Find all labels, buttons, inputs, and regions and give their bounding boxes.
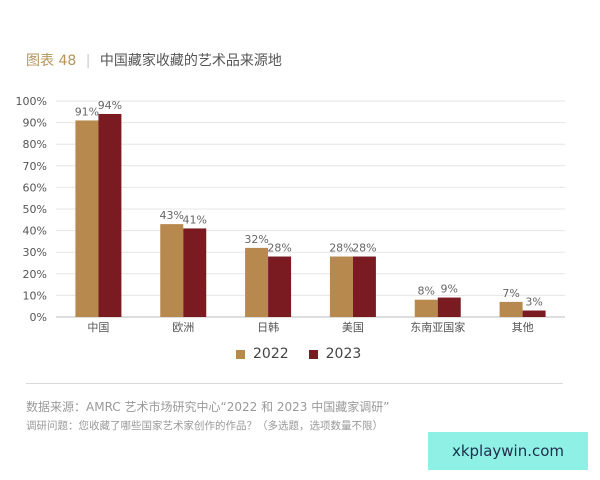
x-tick-label: 其他 (512, 321, 534, 334)
data-label: 28% (267, 242, 291, 255)
bar-2023 (352, 256, 376, 317)
y-tick-label: 70% (23, 160, 47, 173)
bar-2022 (414, 299, 438, 317)
data-label: 91% (75, 105, 99, 118)
data-label: 3% (525, 296, 542, 309)
x-tick-label: 欧洲 (172, 321, 194, 334)
data-label: 7% (502, 287, 519, 300)
watermark-text: xkplaywin.com (451, 442, 565, 460)
legend-item-2023: 2023 (308, 346, 362, 362)
chart-title: 中国藏家收藏的艺术品来源地 (99, 53, 282, 69)
y-tick-label: 0% (30, 311, 47, 324)
bar-2023 (98, 113, 122, 318)
bar-chart: 0% 10% 20% 30% 40% 50% 60% 70% 80% 90% 100% 中国 91%94… (16, 95, 565, 334)
watermark-badge[interactable]: xkplaywin.com (428, 432, 588, 470)
x-tick-label: 中国 (87, 321, 109, 334)
x-tick-label: 美国 (342, 321, 364, 334)
source-note: 数据来源：AMRC 艺术市场研究中心“2022 和 2023 中国藏家调研” (26, 400, 390, 414)
divider (26, 383, 563, 384)
legend: 2022 2023 (236, 346, 381, 362)
bar-2023 (268, 256, 292, 317)
x-tick-label: 东南亚国家 (410, 320, 465, 334)
x-tick-label: 日韩 (257, 320, 279, 334)
legend-label-2022: 2022 (253, 346, 289, 362)
y-tick-label: 30% (23, 246, 47, 259)
data-label: 32% (244, 233, 268, 246)
bar-2022 (75, 120, 99, 317)
bar-2023 (437, 297, 461, 317)
data-label: 8% (418, 285, 435, 298)
bar-2022 (245, 247, 269, 317)
data-label: 94% (98, 99, 122, 112)
legend-item-2022: 2022 (236, 346, 289, 362)
bar-2023 (522, 310, 546, 317)
y-tick-label: 80% (23, 138, 47, 151)
data-label: 43% (160, 209, 184, 222)
y-tick-label: 40% (23, 225, 47, 238)
data-label: 9% (441, 283, 458, 296)
y-tick-label: 100% (16, 95, 47, 108)
legend-swatch-2023 (308, 349, 318, 359)
y-tick-label: 60% (23, 181, 47, 194)
bar-2022 (499, 301, 523, 317)
bar-2023 (183, 228, 207, 317)
legend-swatch-2022 (236, 349, 245, 359)
title-separator: | (85, 53, 91, 69)
y-tick-label: 90% (23, 117, 47, 130)
data-label: 28% (352, 242, 376, 255)
y-tick-label: 50% (23, 203, 47, 216)
legend-label-2023: 2023 (325, 346, 362, 362)
bar-2022 (329, 256, 353, 317)
y-tick-label: 20% (23, 268, 47, 281)
y-tick-label: 10% (23, 289, 47, 302)
survey-question-note: 调研问题：您收藏了哪些国家艺术家创作的作品？（多选题，选项数量不限） (26, 420, 383, 432)
chart-title-row: 图表 48 | 中国藏家收藏的艺术品来源地 (26, 50, 282, 70)
figure-label: 图表 48 (26, 53, 77, 69)
data-label: 28% (329, 242, 353, 255)
bar-2022 (160, 224, 184, 317)
data-label: 41% (183, 213, 207, 226)
